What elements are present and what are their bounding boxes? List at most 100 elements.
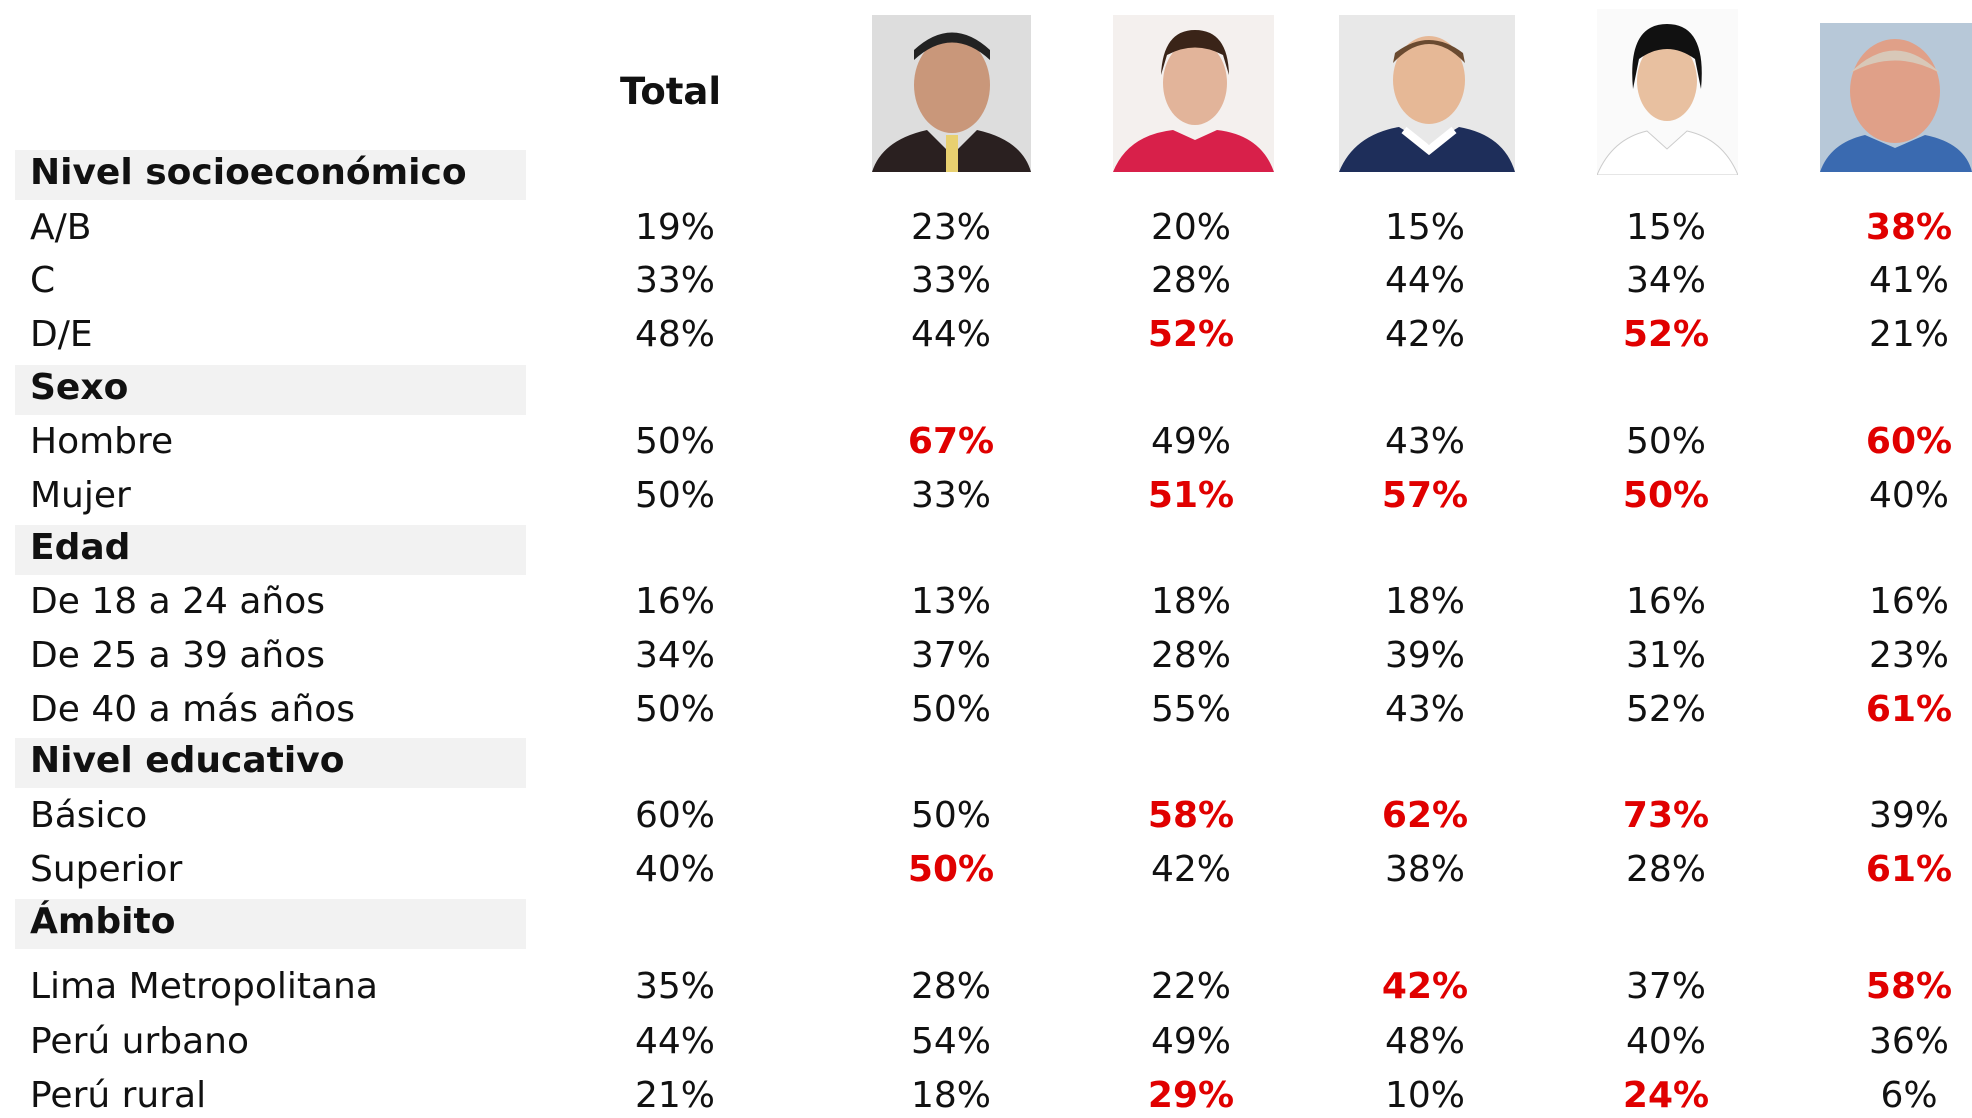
value-cell: 15% (1384, 207, 1466, 248)
value-cell: 20% (1150, 207, 1232, 248)
value-cell: 33% (910, 475, 992, 516)
value-cell: 43% (1384, 689, 1466, 730)
value-cell: 50% (1625, 421, 1707, 462)
value-cell: 67% (907, 421, 995, 462)
value-cell: 58% (1147, 795, 1235, 836)
value-cell: 18% (1384, 581, 1466, 622)
value-cell: 28% (1625, 849, 1707, 890)
value-cell: 39% (1384, 635, 1466, 676)
value-cell: 31% (1625, 635, 1707, 676)
row-label: Perú urbano (30, 1021, 250, 1062)
value-cell: 36% (1868, 1021, 1950, 1062)
value-cell: 21% (1868, 314, 1950, 355)
value-cell: 50% (634, 421, 716, 462)
section-band (15, 150, 526, 200)
value-cell: 55% (1150, 689, 1232, 730)
section-band (15, 365, 526, 415)
section-title: Edad (30, 527, 131, 568)
value-cell: 34% (1625, 260, 1707, 301)
value-cell: 28% (1150, 635, 1232, 676)
value-cell: 16% (634, 581, 716, 622)
value-cell: 21% (634, 1075, 716, 1116)
value-cell: 48% (1384, 1021, 1466, 1062)
value-cell: 29% (1147, 1075, 1235, 1116)
row-label: Lima Metropolitana (30, 966, 378, 1007)
section-band (15, 899, 526, 949)
value-cell: 58% (1865, 966, 1953, 1007)
value-cell: 61% (1865, 689, 1953, 730)
row-label: C (30, 260, 56, 301)
value-cell: 33% (634, 260, 716, 301)
row-label: De 25 a 39 años (30, 635, 325, 676)
total-header: Total (620, 70, 722, 113)
row-label: De 18 a 24 años (30, 581, 325, 622)
value-cell: 50% (634, 475, 716, 516)
value-cell: 23% (1868, 635, 1950, 676)
value-cell: 42% (1384, 314, 1466, 355)
value-cell: 28% (1150, 260, 1232, 301)
row-label: Mujer (30, 475, 131, 516)
candidate-photo (1820, 23, 1972, 172)
value-cell: 48% (634, 314, 716, 355)
value-cell: 24% (1622, 1075, 1710, 1116)
value-cell: 62% (1381, 795, 1469, 836)
value-cell: 50% (634, 689, 716, 730)
value-cell: 50% (1622, 475, 1710, 516)
row-label: De 40 a más años (30, 689, 356, 730)
value-cell: 60% (634, 795, 716, 836)
value-cell: 44% (910, 314, 992, 355)
value-cell: 52% (1625, 689, 1707, 730)
candidate-photo (1597, 9, 1738, 175)
value-cell: 16% (1868, 581, 1950, 622)
value-cell: 52% (1147, 314, 1235, 355)
value-cell: 38% (1865, 207, 1953, 248)
value-cell: 18% (1150, 581, 1232, 622)
value-cell: 10% (1384, 1075, 1466, 1116)
value-cell: 16% (1625, 581, 1707, 622)
value-cell: 41% (1868, 260, 1950, 301)
section-band (15, 738, 526, 788)
value-cell: 37% (1625, 966, 1707, 1007)
value-cell: 42% (1150, 849, 1232, 890)
value-cell: 23% (910, 207, 992, 248)
value-cell: 6% (1880, 1075, 1938, 1116)
value-cell: 40% (634, 849, 716, 890)
value-cell: 19% (634, 207, 716, 248)
value-cell: 44% (634, 1021, 716, 1062)
candidate-photo (872, 15, 1031, 172)
value-cell: 38% (1384, 849, 1466, 890)
value-cell: 34% (634, 635, 716, 676)
value-cell: 44% (1384, 260, 1466, 301)
value-cell: 13% (910, 581, 992, 622)
value-cell: 61% (1865, 849, 1953, 890)
value-cell: 37% (910, 635, 992, 676)
value-cell: 52% (1622, 314, 1710, 355)
value-cell: 49% (1150, 1021, 1232, 1062)
value-cell: 50% (907, 849, 995, 890)
value-cell: 18% (910, 1075, 992, 1116)
section-title: Nivel socioeconómico (30, 152, 467, 193)
value-cell: 51% (1147, 475, 1235, 516)
value-cell: 43% (1384, 421, 1466, 462)
section-title: Ámbito (30, 901, 176, 942)
section-band (15, 525, 526, 575)
row-label: Perú rural (30, 1075, 207, 1116)
value-cell: 40% (1625, 1021, 1707, 1062)
value-cell: 49% (1150, 421, 1232, 462)
value-cell: 54% (910, 1021, 992, 1062)
value-cell: 33% (910, 260, 992, 301)
value-cell: 50% (910, 795, 992, 836)
candidate-photo (1113, 15, 1274, 172)
value-cell: 35% (634, 966, 716, 1007)
value-cell: 73% (1622, 795, 1710, 836)
value-cell: 42% (1381, 966, 1469, 1007)
value-cell: 15% (1625, 207, 1707, 248)
value-cell: 40% (1868, 475, 1950, 516)
value-cell: 50% (910, 689, 992, 730)
value-cell: 22% (1150, 966, 1232, 1007)
row-label: Superior (30, 849, 183, 890)
row-label: Básico (30, 795, 148, 836)
value-cell: 39% (1868, 795, 1950, 836)
row-label: A/B (30, 207, 92, 248)
